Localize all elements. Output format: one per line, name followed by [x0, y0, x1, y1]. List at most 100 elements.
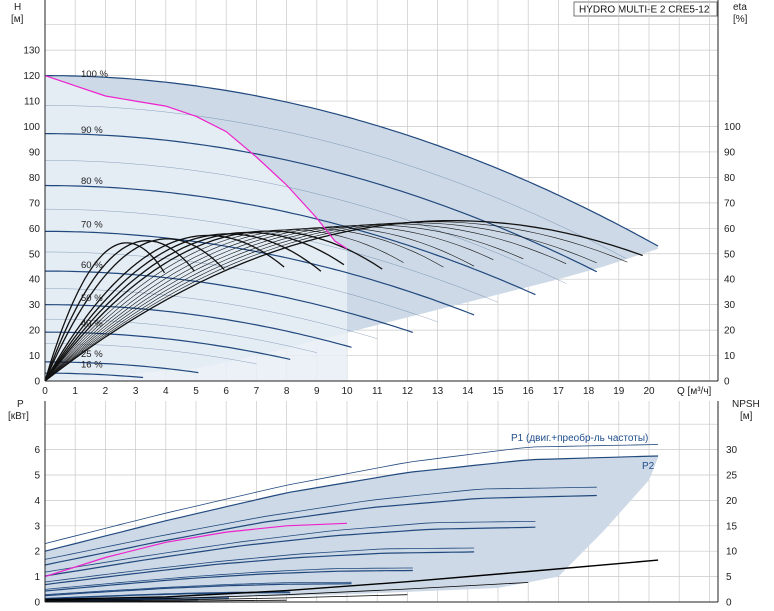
efficiency-curve	[44, 230, 383, 382]
head-plot: 100 %90 %80 %70 %60 %50 %40 %25 %16 %0 1 2…	[23, 0, 741, 397]
p2-curve	[44, 455, 659, 552]
h-tick-label: 40	[29, 275, 41, 286]
intermediate-curve	[45, 231, 468, 313]
h-tick-label: 80	[29, 173, 41, 184]
eta-tick-label: 70	[724, 198, 736, 209]
x-tick-label: 20	[643, 386, 655, 397]
npsh-axis-unit: [м]	[740, 411, 753, 422]
efficiency-curve	[44, 233, 322, 382]
npsh-curve	[44, 599, 287, 602]
speed-curve	[45, 75, 659, 247]
x-tick-label: 17	[553, 386, 565, 397]
npsh-curve	[44, 559, 659, 601]
efficiency-curve	[44, 224, 524, 382]
x-tick-label: 6	[223, 386, 229, 397]
x-tick-label: 18	[583, 386, 595, 397]
efficiency-curve	[44, 234, 285, 382]
eta-tick-label: 50	[724, 249, 736, 260]
power-plot: 0 1 2 3 4 5 6 0 5 10 15 20 25 30 P1 (двиг.+преобр-ль ч…	[34, 401, 738, 609]
p-tick-label: 5	[34, 471, 40, 482]
x-tick-label: 12	[402, 386, 414, 397]
speed-label: 70 %	[81, 219, 103, 230]
intermediate-curve	[45, 270, 408, 331]
x-tick-label: 2	[103, 386, 109, 397]
eta-tick-label: 90	[724, 147, 736, 158]
intermediate-curve	[45, 319, 317, 353]
p1-curve	[44, 444, 659, 544]
x-tick-label: 11	[372, 386, 383, 397]
chart-title: HYDRO MULTI-E 2 CRE5-12	[579, 5, 710, 16]
efficiency-curve	[44, 223, 567, 382]
x-tick-label: 3	[133, 386, 139, 397]
npsh-tick-label: 5	[726, 572, 732, 583]
x-tick-label: 9	[314, 386, 320, 397]
efficiency-curve	[44, 226, 475, 382]
p-axis-unit: [кВт]	[8, 411, 29, 422]
speed-label: 90 %	[81, 125, 103, 136]
efficiency-curves	[44, 220, 643, 382]
x-tick-label: 8	[284, 386, 290, 397]
eta-tick-label: 0	[724, 377, 730, 388]
h-tick-label: 30	[29, 300, 41, 311]
npsh-tick-label: 0	[726, 598, 732, 609]
intermediate-curve	[45, 288, 378, 339]
intermediate-curve	[45, 209, 499, 303]
eta-tick-label: 20	[724, 326, 736, 337]
p1-curve	[44, 547, 475, 583]
intermediate-curve	[44, 331, 287, 359]
p-tick-label: 3	[34, 521, 40, 532]
p-tick-label: 4	[34, 496, 40, 507]
x-tick-label: 4	[163, 386, 169, 397]
p1-curve	[44, 486, 597, 560]
h-tick-label: 110	[24, 97, 40, 108]
p-tick-label: 6	[34, 445, 40, 456]
x-tick-label: 13	[432, 386, 444, 397]
intermediate-curve	[45, 105, 627, 259]
x-tick-label: 1	[72, 386, 78, 397]
p1-curve	[44, 567, 413, 590]
h-tick-label: 50	[29, 249, 41, 260]
npsh-tick-label: 20	[726, 496, 738, 507]
x-tick-label: 19	[613, 386, 625, 397]
h-tick-label: 60	[29, 224, 41, 235]
intermediate-curve	[44, 160, 566, 284]
npsh-axis-label: NPSH	[732, 399, 760, 410]
h-tick-label: 120	[23, 71, 40, 82]
p2-curve	[44, 551, 475, 586]
h-tick-label: 10	[29, 351, 41, 362]
intermediate-curve	[44, 185, 529, 292]
eta-tick-label: 60	[724, 224, 736, 235]
npsh-curves	[44, 559, 659, 602]
speed-label: 80 %	[81, 176, 103, 187]
efficiency-curve	[44, 242, 166, 382]
npsh-tick-label: 15	[726, 521, 738, 532]
h-tick-label: 130	[23, 46, 40, 57]
speed-label: 100 %	[81, 69, 108, 80]
p2-series-label: P2	[642, 461, 655, 472]
x-tick-label: 0	[42, 386, 48, 397]
eta-axis-unit: [%]	[733, 14, 748, 25]
eta-tick-label: 100	[724, 122, 741, 133]
eta-tick-label: 40	[724, 275, 736, 286]
h-tick-label: 70	[29, 198, 41, 209]
x-tick-label: 16	[523, 386, 535, 397]
npsh-tick-label: 10	[726, 547, 738, 558]
npsh-tick-label: 25	[726, 471, 738, 482]
p1-curve	[44, 581, 352, 596]
x-tick-label: 7	[254, 386, 260, 397]
p2-curve	[44, 569, 413, 592]
p-tick-label: 2	[34, 547, 40, 558]
p1-series-label: P1 (двиг.+преобр-ль частоты)	[511, 432, 648, 444]
npsh-curve	[44, 594, 408, 602]
x-tick-label: 15	[492, 386, 504, 397]
x-tick-label: 10	[341, 386, 353, 397]
p1-curve	[44, 521, 536, 573]
eta-tick-label: 80	[724, 173, 736, 184]
h-tick-label: 100	[23, 122, 40, 133]
p2-curve	[44, 583, 352, 597]
max-power-curve	[44, 75, 348, 250]
x-tick-label: 5	[193, 386, 199, 397]
speed-curve	[45, 372, 144, 379]
efficiency-curve	[44, 238, 225, 382]
speed-label: 40 %	[81, 319, 103, 330]
